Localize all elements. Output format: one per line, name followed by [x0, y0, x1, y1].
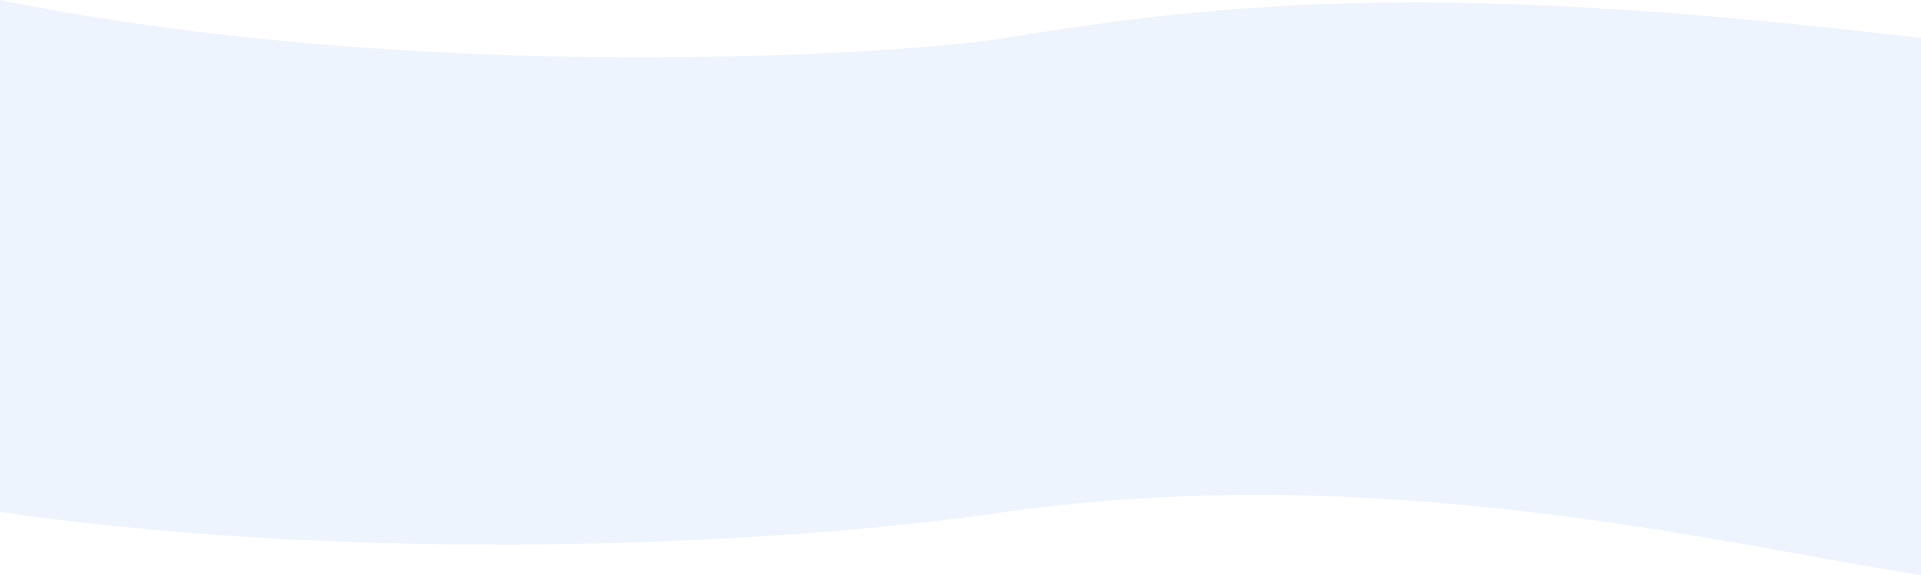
wave-shape: [0, 0, 1921, 575]
wave-shape-svg: [0, 0, 1921, 575]
wave-background-banner: [0, 0, 1921, 575]
